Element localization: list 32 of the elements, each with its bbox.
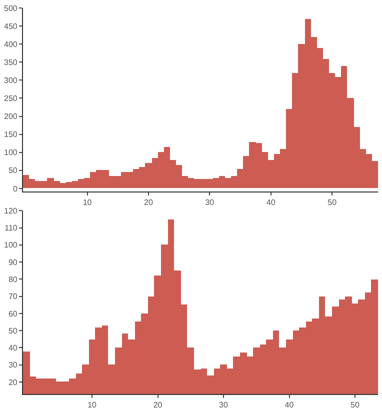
x-tick-label: 10 xyxy=(82,198,92,207)
x-tick-label: 30 xyxy=(205,198,215,207)
x-tick-label: 10 xyxy=(88,400,98,410)
y-tick-label: 60 xyxy=(8,309,18,318)
x-tick-label: 40 xyxy=(284,400,294,410)
y-tick-label: 150 xyxy=(4,130,18,140)
x-tick-label: 50 xyxy=(350,400,360,410)
x-tick-label: 50 xyxy=(328,198,338,207)
x-tick-label: 20 xyxy=(153,400,163,410)
x-tick-label: 30 xyxy=(219,400,229,410)
y-tick-label: 40 xyxy=(8,344,18,353)
x-tick-label: 20 xyxy=(144,198,154,207)
y-tick-label: 400 xyxy=(4,40,18,49)
y-tick-label: 300 xyxy=(4,76,18,85)
y-tick-label: 450 xyxy=(4,22,18,31)
y-tick-label: 80 xyxy=(8,274,18,284)
y-tick-label: 0 xyxy=(12,184,18,194)
y-tick-label: 70 xyxy=(8,292,18,302)
y-tick-label: 20 xyxy=(8,378,18,387)
y-tick-label: 110 xyxy=(4,224,18,233)
y-tick-label: 50 xyxy=(8,166,18,176)
y-tick-label: 350 xyxy=(4,58,18,67)
x-tick-label: 40 xyxy=(266,198,276,207)
y-tick-label: 90 xyxy=(8,258,18,267)
y-tick-label: 120 xyxy=(4,206,18,216)
y-tick-label: 50 xyxy=(8,326,18,336)
y-tick-label: 200 xyxy=(4,112,18,122)
y-tick-label: 100 xyxy=(4,148,18,158)
y-tick-label: 30 xyxy=(8,360,18,370)
y-tick-label: 100 xyxy=(4,240,18,250)
y-tick-label: 250 xyxy=(4,94,18,104)
y-tick-label: 500 xyxy=(4,4,18,13)
